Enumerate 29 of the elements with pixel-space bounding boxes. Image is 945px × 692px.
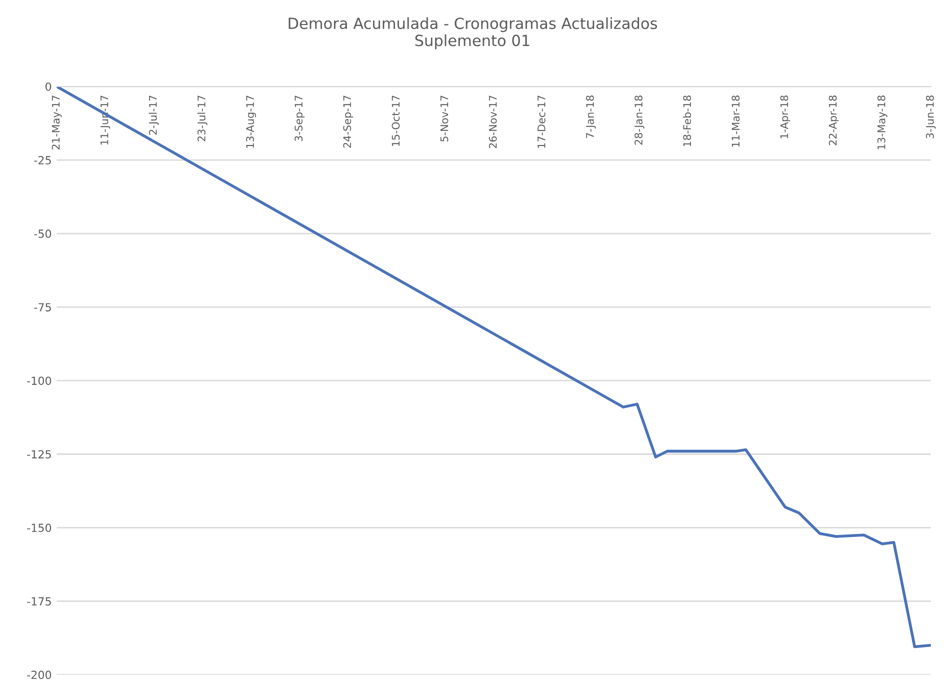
x-tick-label: 2-Jul-17 (148, 96, 159, 135)
x-tick-label: 24-Sep-17 (343, 96, 354, 148)
y-tick-label: -25 (34, 156, 51, 164)
chart-title: Demora Acumulada - Cronogramas Actualizados Suplemento 01 (288, 17, 658, 50)
x-tick-label: 28-Jan-18 (634, 96, 644, 145)
y-tick-label: -150 (27, 524, 52, 532)
y-tick-label: -100 (27, 376, 52, 385)
x-tick-label: 18-Feb-18 (682, 96, 692, 146)
y-tick-label: -175 (27, 597, 51, 606)
x-tick-label: 11-Mar-18 (732, 96, 740, 147)
x-tick-label: 26-Nov-17 (488, 96, 497, 148)
y-tick-label: -50 (34, 230, 52, 238)
x-tick-label: 23-Jul-17 (197, 96, 208, 142)
y-tick-label: -125 (27, 450, 51, 459)
y-tick-label: -200 (27, 670, 52, 680)
x-tick-label: 3-Sep-17 (294, 96, 305, 142)
x-tick-label: 5-Nov-17 (440, 96, 448, 142)
x-tick-label: 11-Jun-17 (100, 96, 110, 145)
x-tick-label: 1-Apr-18 (780, 96, 790, 138)
x-tick-label: 15-Oct-17 (392, 96, 400, 146)
x-tick-label: 17-Dec-17 (538, 96, 546, 148)
x-tick-label: 22-Apr-18 (828, 96, 839, 146)
x-tick-label: 13-May-18 (877, 96, 888, 150)
y-tick-label: -75 (34, 303, 51, 312)
x-tick-label: 13-Aug-17 (246, 96, 256, 148)
x-tick-label: 3-Jun-18 (926, 96, 936, 138)
x-tick-label: 7-Jan-18 (586, 96, 596, 138)
y-tick-label: 0 (46, 82, 52, 91)
x-tick-label: 21-May-17 (52, 96, 62, 150)
